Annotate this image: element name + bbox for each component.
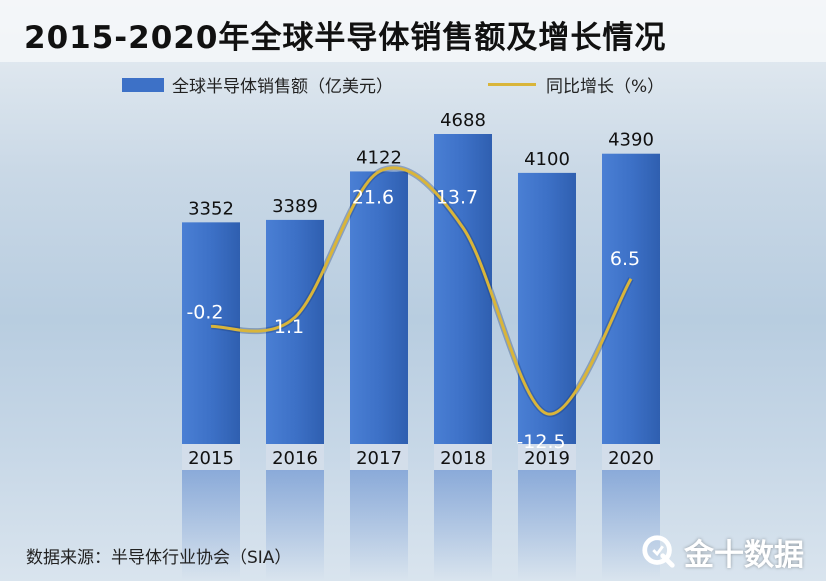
- bar-value-label: 3352: [188, 198, 234, 219]
- logo-icon: [642, 535, 675, 568]
- category-label: 2017: [356, 448, 402, 469]
- growth-value-label: 6.5: [610, 248, 640, 270]
- logo-text: 金十数据: [684, 538, 804, 573]
- bar-2017: [350, 171, 408, 444]
- growth-value-label: 21.6: [352, 187, 394, 209]
- growth-value-label: -0.2: [186, 301, 223, 323]
- category-band: [602, 444, 660, 470]
- category-label: 2016: [272, 448, 318, 469]
- growth-value-label: 1.1: [274, 316, 304, 338]
- source-note: 数据来源：半导体行业协会（SIA）: [26, 548, 292, 568]
- category-band: [434, 444, 492, 470]
- bar-value-label: 4390: [608, 130, 654, 151]
- bar-value-label: 4100: [524, 149, 570, 170]
- category-band: [350, 444, 408, 470]
- category-label: 2018: [440, 448, 486, 469]
- bar-reflection: [182, 470, 240, 580]
- bar-value-label: 3389: [272, 196, 318, 217]
- bar-2018: [434, 134, 492, 444]
- bar-2015: [182, 222, 240, 444]
- chart-title: 2015-2020年全球半导体销售额及增长情况: [24, 20, 667, 56]
- category-label: 2020: [608, 448, 654, 469]
- growth-line: [210, 166, 633, 416]
- legend-label-line: 同比增长（%）: [546, 77, 665, 97]
- bar-reflection: [266, 470, 324, 580]
- legend-item-line: 同比增长（%）: [488, 72, 664, 97]
- bar-2020: [602, 153, 660, 444]
- legend-label-bar: 全球半导体销售额（亿美元）: [172, 77, 393, 97]
- growth-value-label: 13.7: [436, 187, 478, 209]
- bar-reflection: [350, 470, 408, 580]
- logo: 金十数据: [640, 530, 804, 574]
- category-band: [266, 444, 324, 470]
- category-band: [182, 444, 240, 470]
- bar-2019: [518, 172, 576, 444]
- bar-value-label: 4688: [440, 110, 486, 131]
- legend-swatch-bar: [122, 77, 164, 92]
- bar-value-label: 4122: [356, 147, 402, 168]
- bar-reflection: [434, 470, 492, 580]
- legend: 全球半导体销售额（亿美元） 同比增长（%）: [0, 72, 826, 97]
- bar-reflection: [518, 470, 576, 580]
- category-band: [518, 444, 576, 470]
- legend-item-bar: 全球半导体销售额（亿美元）: [122, 72, 393, 97]
- growth-value-label: -12.5: [516, 431, 565, 453]
- legend-swatch-line: [488, 83, 536, 86]
- title-bar: [0, 0, 826, 62]
- bar-2016: [266, 219, 324, 444]
- category-label: 2015: [188, 448, 234, 469]
- category-label: 2019: [524, 448, 570, 469]
